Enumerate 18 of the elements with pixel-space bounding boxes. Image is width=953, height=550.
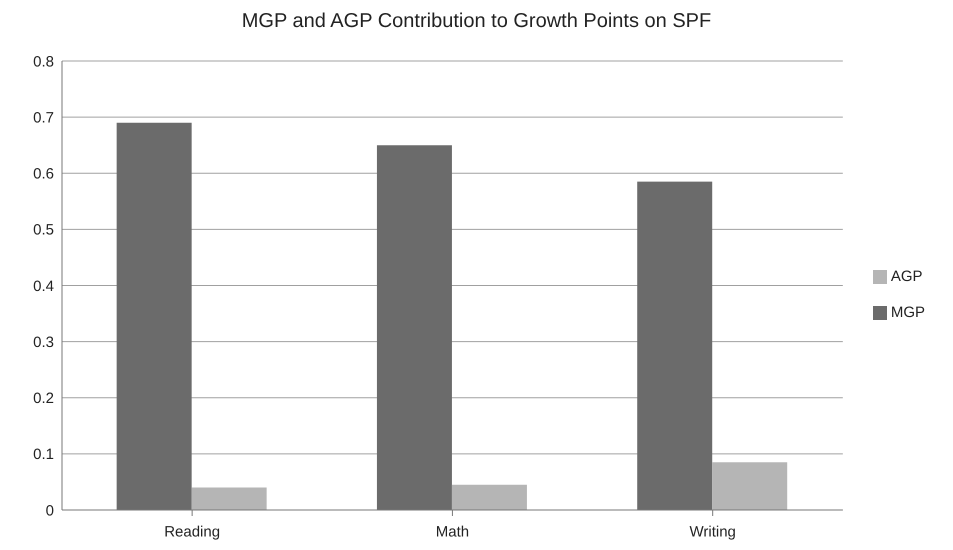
y-tick-label: 0.5	[33, 222, 54, 239]
x-tick-label: Writing	[689, 524, 736, 541]
y-tick-label: 0.1	[33, 446, 54, 464]
chart-title: MGP and AGP Contribution to Growth Points on SPF	[240, 9, 712, 34]
legend-label: AGP	[890, 268, 923, 285]
y-tick-label: 0.6	[33, 166, 54, 183]
bar	[192, 488, 267, 510]
bar	[712, 462, 788, 510]
x-tick-label: Reading	[164, 524, 220, 541]
y-tick-label: 0.3	[33, 334, 54, 351]
legend-label: MGP	[890, 304, 925, 321]
y-tick-label: 0.8	[33, 53, 54, 70]
y-tick-label: 0.7	[33, 109, 54, 126]
x-tick-label: Math	[436, 524, 470, 541]
y-tick-label: 0	[46, 502, 54, 520]
bar	[452, 484, 527, 510]
y-tick-label: 0.4	[33, 278, 54, 295]
y-tick-label: 0.2	[33, 390, 54, 408]
